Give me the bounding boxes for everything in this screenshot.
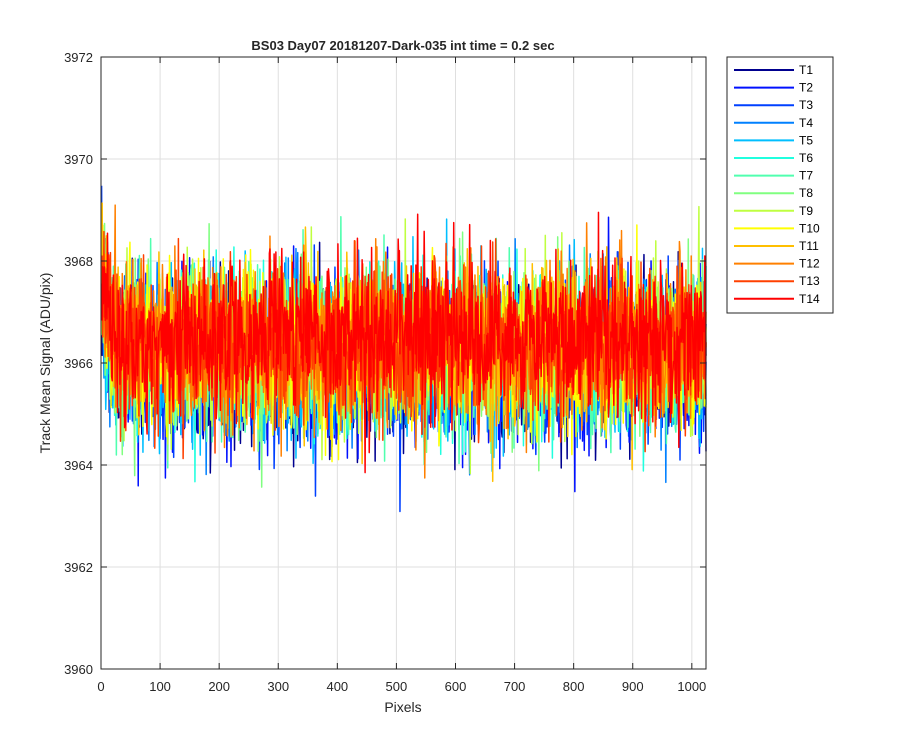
x-tick-label: 400 bbox=[326, 679, 348, 694]
legend-label-t12: T12 bbox=[799, 257, 820, 271]
legend: T1 T2 T3 T4 T5 T6 T7 T8 T9 T10 T11 T12 T13 T14 bbox=[726, 56, 834, 314]
y-tick-label: 3964 bbox=[64, 458, 93, 473]
legend-label-t3: T3 bbox=[799, 98, 813, 112]
x-tick-label: 300 bbox=[267, 679, 289, 694]
legend-label-t7: T7 bbox=[799, 169, 813, 183]
x-tick-label: 800 bbox=[563, 679, 585, 694]
legend-label-t13: T13 bbox=[799, 274, 820, 288]
legend-box bbox=[726, 56, 834, 314]
y-tick-label: 3960 bbox=[64, 662, 93, 677]
y-tick-label: 3968 bbox=[64, 254, 93, 269]
legend-label-t1: T1 bbox=[799, 63, 813, 77]
x-tick-label: 100 bbox=[149, 679, 171, 694]
legend-label-t14: T14 bbox=[799, 292, 820, 306]
y-tick-label: 3972 bbox=[64, 50, 93, 65]
legend-label-t4: T4 bbox=[799, 116, 813, 130]
series-layer bbox=[100, 185, 707, 513]
x-tick-label: 600 bbox=[445, 679, 467, 694]
x-tick-label: 700 bbox=[504, 679, 526, 694]
legend-label-t8: T8 bbox=[799, 186, 813, 200]
axis-ticks: 0 100 200 300 400 500 600 700 800 900 1000 3960 3962… bbox=[64, 50, 706, 694]
x-axis-label: Pixels bbox=[384, 699, 421, 715]
legend-label-t9: T9 bbox=[799, 204, 813, 218]
x-tick-label: 200 bbox=[208, 679, 230, 694]
series-line-t14 bbox=[100, 211, 707, 474]
y-tick-label: 3966 bbox=[64, 356, 93, 371]
x-tick-label: 900 bbox=[622, 679, 644, 694]
y-axis-label: Track Mean Signal (ADU/pix) bbox=[37, 273, 53, 454]
legend-label-t5: T5 bbox=[799, 133, 813, 147]
legend-label-t11: T11 bbox=[799, 239, 819, 253]
legend-label-t10: T10 bbox=[799, 221, 820, 235]
y-tick-label: 3970 bbox=[64, 152, 93, 167]
legend-label-t6: T6 bbox=[799, 151, 813, 165]
chart-title: BS03 Day07 20181207-Dark-035 int time = … bbox=[251, 38, 554, 53]
x-tick-label: 0 bbox=[97, 679, 104, 694]
x-tick-label: 1000 bbox=[677, 679, 706, 694]
legend-label-t2: T2 bbox=[799, 81, 813, 95]
x-tick-label: 500 bbox=[386, 679, 408, 694]
y-tick-label: 3962 bbox=[64, 560, 93, 575]
